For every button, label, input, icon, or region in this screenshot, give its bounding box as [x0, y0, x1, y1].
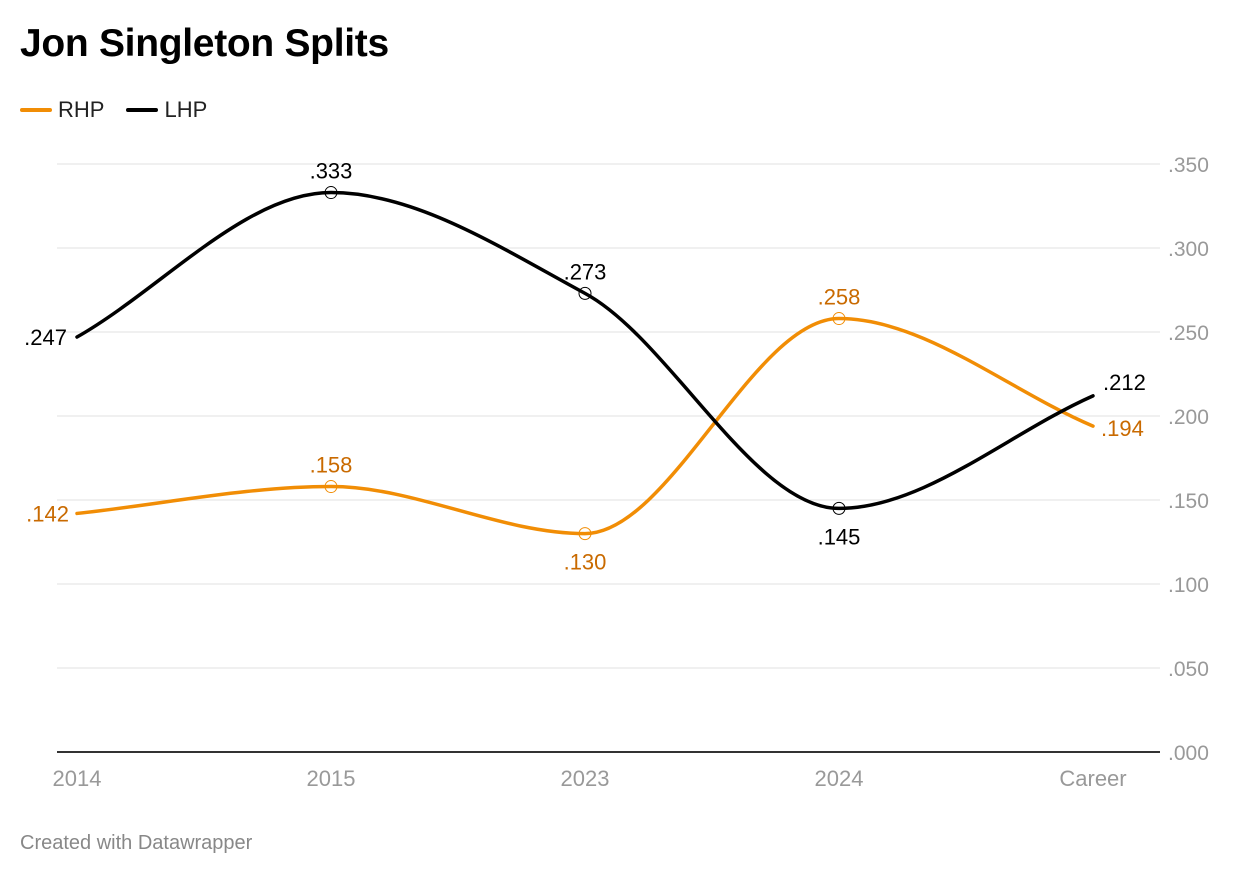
- grid-layer: [57, 163, 1160, 669]
- data-label-rhp: .194: [1101, 416, 1144, 441]
- x-tick-label: 2024: [815, 766, 864, 791]
- data-label-rhp: .130: [564, 550, 607, 575]
- y-tick-label: .050: [1168, 658, 1209, 681]
- legend-item-lhp: LHP: [126, 97, 207, 123]
- legend-label-rhp: RHP: [58, 97, 105, 122]
- legend: RHP LHP: [20, 96, 207, 124]
- y-tick-label: .000: [1168, 742, 1209, 765]
- y-tick-label: .250: [1168, 322, 1209, 345]
- label-layer: .142 .158 .130 .258 .194 .247 .333 .273 .145 .212: [24, 159, 1146, 575]
- footer-credit: Created with Datawrapper: [20, 832, 253, 854]
- data-label-lhp: .333: [310, 159, 353, 184]
- data-label-rhp: .258: [818, 285, 861, 310]
- legend-label-lhp: LHP: [164, 97, 208, 122]
- y-tick-label: .100: [1168, 574, 1209, 597]
- legend-swatch-rhp: [20, 108, 52, 112]
- data-label-rhp: .142: [26, 501, 69, 526]
- x-tick-label: 2014: [53, 766, 102, 791]
- data-label-lhp: .247: [24, 325, 67, 350]
- data-label-lhp: .273: [564, 259, 607, 284]
- data-point-rhp: [578, 527, 592, 541]
- y-tick-label: .350: [1168, 154, 1209, 177]
- series-line-rhp: [75, 316, 1095, 536]
- data-point-rhp: [832, 312, 846, 326]
- data-point-rhp: [324, 480, 338, 494]
- y-tick-label: .200: [1168, 406, 1209, 429]
- x-tick-label: 2015: [307, 766, 356, 791]
- x-tick-label: 2023: [561, 766, 610, 791]
- data-point-lhp: [578, 286, 592, 300]
- axis-layer: .000 .050 .100 .150 .200 .250 .300 .350 2014 2015…: [53, 154, 1209, 791]
- y-tick-label: .300: [1168, 238, 1209, 261]
- series-layer: [75, 186, 1095, 541]
- data-label-lhp: .145: [818, 524, 861, 549]
- data-point-lhp: [832, 501, 846, 515]
- data-point-lhp: [324, 186, 338, 200]
- data-label-rhp: .158: [310, 453, 353, 478]
- x-tick-label: Career: [1059, 766, 1126, 791]
- data-label-lhp: .212: [1103, 370, 1146, 395]
- y-tick-label: .150: [1168, 490, 1209, 513]
- legend-swatch-lhp: [126, 108, 159, 112]
- chart-title: Jon Singleton Splits: [20, 22, 389, 65]
- legend-item-rhp: RHP: [20, 97, 104, 123]
- series-line-lhp: [75, 190, 1095, 511]
